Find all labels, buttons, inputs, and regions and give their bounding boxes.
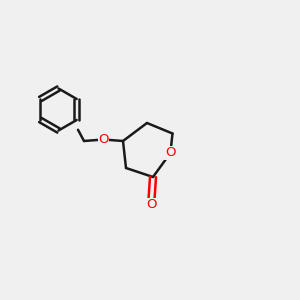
Text: O: O bbox=[146, 198, 157, 212]
Text: O: O bbox=[98, 133, 109, 146]
Text: O: O bbox=[165, 146, 176, 160]
